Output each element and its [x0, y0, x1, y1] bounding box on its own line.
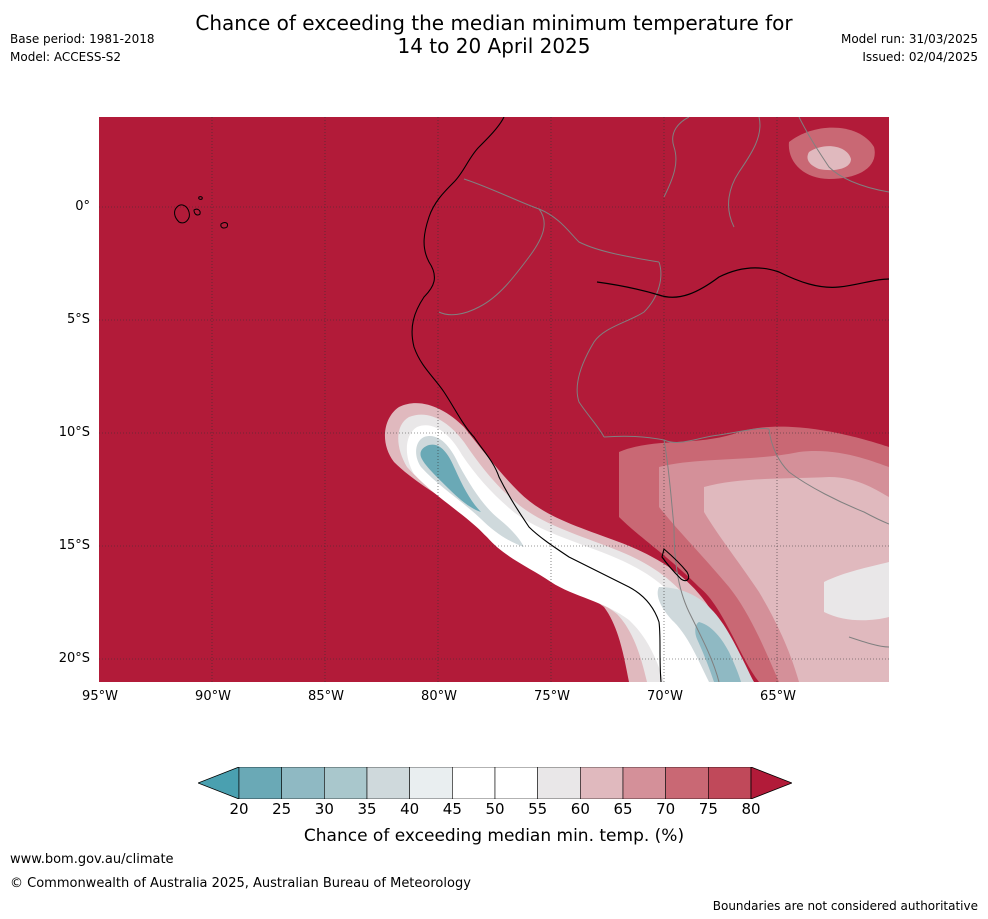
colorbar — [196, 766, 794, 800]
region-55-60-east — [824, 562, 889, 621]
colorbar-tick-label: 75 — [698, 800, 718, 818]
colorbar-cell — [452, 766, 496, 800]
colorbar-graphic — [196, 766, 794, 800]
colorbar-tick-label: 65 — [613, 800, 633, 818]
colorbar-cell — [281, 766, 325, 800]
model-run-text: Model run: 31/03/2025 — [840, 32, 978, 46]
title-line-1: Chance of exceeding the median minimum t… — [195, 11, 793, 35]
region-20-30-coast — [420, 444, 481, 512]
forecast-map — [99, 117, 889, 682]
map-canvas — [99, 117, 889, 682]
galapagos-islands — [174, 196, 228, 229]
amazon-river — [596, 267, 889, 298]
region-60-65-north — [807, 146, 851, 171]
lon-label-65w: 65°W — [760, 689, 796, 704]
colorbar-tick-label: 55 — [528, 800, 548, 818]
website-link[interactable]: www.bom.gov.au/climate — [10, 852, 174, 867]
model-info: Base period: 1981-2018 Model: ACCESS-S2 — [10, 30, 155, 66]
colorbar-cell — [708, 766, 752, 800]
lon-label-90w: 90°W — [195, 689, 231, 704]
colorbar-tick-label: 40 — [400, 800, 420, 818]
colorbar-cell — [324, 766, 368, 800]
colorbar-tick-label: 20 — [229, 800, 249, 818]
colorbar-high-arrow — [750, 766, 794, 800]
colorbar-cell — [238, 766, 282, 800]
coastline — [411, 117, 662, 682]
lat-label-20s: 20°S — [58, 651, 90, 666]
lat-label-0: 0° — [75, 199, 90, 214]
colorbar-cell — [366, 766, 410, 800]
country-borders — [438, 117, 889, 682]
issued-text: Issued: 02/04/2025 — [862, 50, 978, 64]
base-period-text: Base period: 1981-2018 — [10, 32, 155, 46]
colorbar-cell — [665, 766, 709, 800]
region-45-55-coast — [406, 425, 714, 682]
lat-label-5s: 5°S — [66, 312, 90, 327]
colorbar-tick-label: 70 — [656, 800, 676, 818]
region-20-30-south — [695, 622, 741, 682]
colorbar-tick-label: 60 — [570, 800, 590, 818]
lon-label-85w: 85°W — [308, 689, 344, 704]
colorbar-tick-label: 35 — [357, 800, 377, 818]
colorbar-label: Chance of exceeding median min. temp. (%… — [303, 826, 685, 846]
disclaimer-text: Boundaries are not considered authoritat… — [712, 899, 978, 913]
copyright-text: © Commonwealth of Australia 2025, Austra… — [10, 876, 471, 891]
colorbar-cell — [537, 766, 581, 800]
region-60-65 — [704, 477, 889, 682]
run-info: Model run: 31/03/2025 Issued: 02/04/2025 — [841, 30, 978, 66]
colorbar-tick-label: 25 — [272, 800, 292, 818]
colorbar-tick-label: 50 — [485, 800, 505, 818]
colorbar-cell — [622, 766, 666, 800]
lon-label-75w: 75°W — [534, 689, 570, 704]
colorbar-low-arrow — [196, 766, 240, 800]
colorbar-cell — [580, 766, 624, 800]
lon-label-95w: 95°W — [82, 689, 118, 704]
colorbar-cell — [494, 766, 538, 800]
lake-titicaca — [661, 548, 690, 582]
model-text: Model: ACCESS-S2 — [10, 50, 122, 64]
colorbar-cell — [409, 766, 453, 800]
colorbar-tick-label: 30 — [314, 800, 334, 818]
lon-label-80w: 80°W — [421, 689, 457, 704]
lat-label-15s: 15°S — [58, 538, 90, 553]
lat-label-10s: 10°S — [58, 425, 90, 440]
map-title: Chance of exceeding the median minimum t… — [0, 12, 988, 58]
graticule — [99, 117, 889, 682]
lon-label-70w: 70°W — [647, 689, 683, 704]
title-line-2: 14 to 20 April 2025 — [397, 34, 591, 58]
colorbar-tick-label: 45 — [442, 800, 462, 818]
colorbar-tick-label: 80 — [741, 800, 761, 818]
